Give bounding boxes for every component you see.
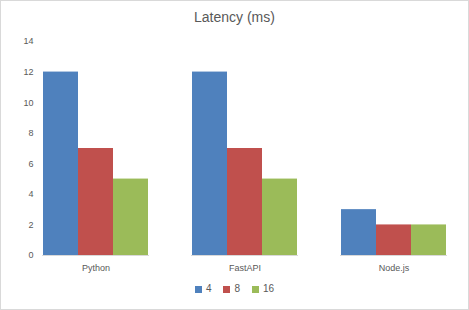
svg-text:14: 14 [23, 36, 33, 46]
svg-text:FastAPI: FastAPI [229, 263, 261, 273]
svg-text:0: 0 [28, 250, 33, 260]
html-text:Latency (ms): Latency (ms) [194, 9, 275, 25]
svg-text:2: 2 [28, 220, 33, 230]
svg-text:10: 10 [23, 98, 33, 108]
svg-text:Python: Python [82, 263, 110, 273]
svg-text:8: 8 [28, 128, 33, 138]
html-text:16: 16 [263, 283, 275, 294]
svg-text:Node.js: Node.js [379, 263, 410, 273]
html-text:8: 8 [234, 283, 240, 294]
svg-text:12: 12 [23, 67, 33, 77]
html-text:4: 4 [205, 283, 212, 294]
svg-text:6: 6 [28, 159, 33, 169]
svg-text:4: 4 [28, 189, 33, 199]
